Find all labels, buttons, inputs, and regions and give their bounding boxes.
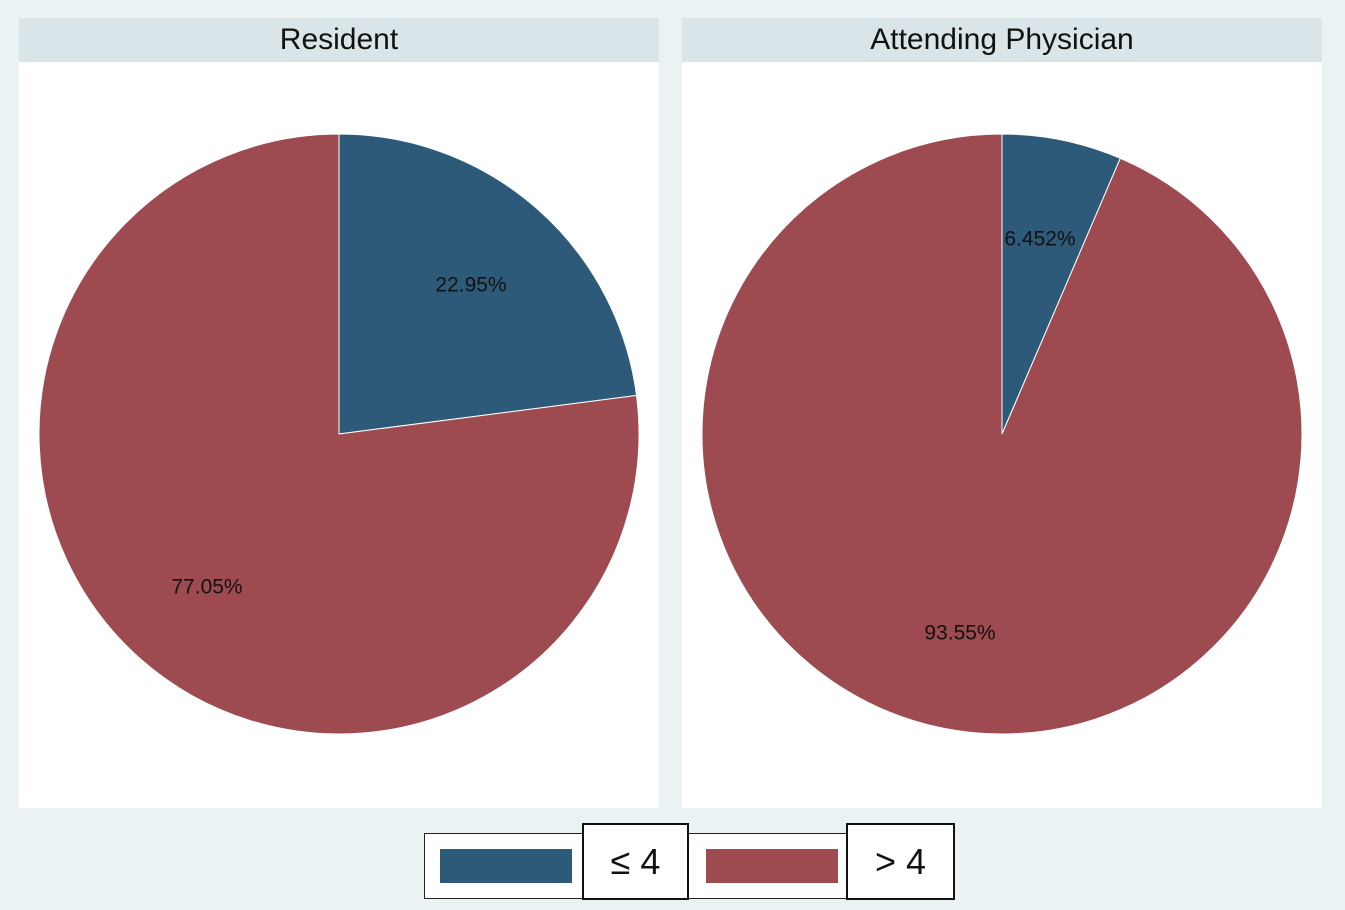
legend-label-gt-4: > 4 [846,823,955,900]
pie-slice-label: 22.95% [435,274,506,297]
pie-slice-label: 6.452% [1004,228,1075,251]
pie-slice-label: 77.05% [171,576,242,599]
pie-panel-resident: Resident 22.95% 77.05% [19,18,659,808]
pie-slice-gt-4 [38,133,640,735]
pie-panel-attending-physician: Attending Physician 6.452% 93.55% [682,18,1322,808]
pie-chart-resident: 22.95% 77.05% [38,133,640,735]
legend-label-le-4: ≤ 4 [582,823,689,900]
legend-swatch-gt-4 [706,849,838,883]
pie-slice-label: 93.55% [924,622,995,645]
chart-legend: ≤ 4 > 4 [424,823,955,900]
pie-chart-attending-physician: 6.452% 93.55% [701,133,1303,735]
panel-title-attending-physician: Attending Physician [682,18,1322,62]
pie-slice-gt-4 [701,133,1303,735]
panel-title-resident: Resident [19,18,659,62]
legend-swatch-le-4 [440,849,572,883]
pie-slice-le-4 [338,133,638,435]
pie-slice-le-4 [1001,133,1121,435]
